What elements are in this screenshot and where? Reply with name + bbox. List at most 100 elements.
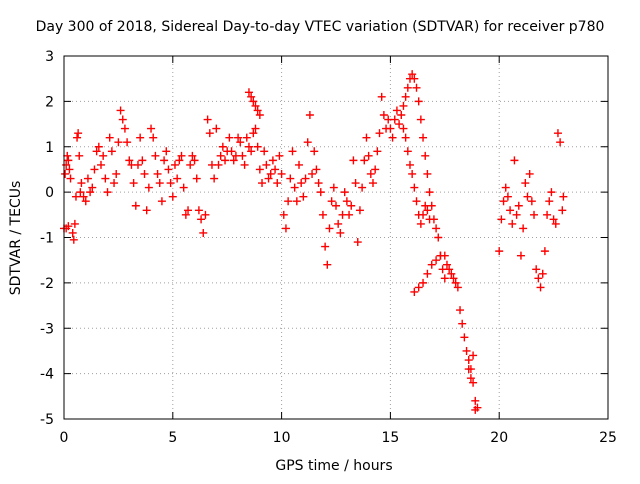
data-point: [64, 156, 73, 165]
data-point: [277, 169, 286, 178]
x-axis-label: GPS time / hours: [275, 458, 392, 474]
data-point: [96, 160, 105, 169]
data-point: [175, 156, 184, 165]
data-point: [162, 147, 171, 156]
data-point: [321, 242, 330, 251]
data-point: [501, 183, 510, 192]
data-point: [547, 188, 556, 197]
data-point: [421, 151, 430, 160]
data-point: [395, 120, 404, 129]
data-point: [403, 83, 412, 92]
data-point: [64, 222, 73, 231]
data-point: [253, 106, 262, 115]
data-point: [334, 219, 343, 228]
data-point: [281, 224, 290, 233]
data-point: [249, 97, 258, 106]
data-point: [519, 224, 528, 233]
data-point: [179, 183, 188, 192]
data-point: [295, 160, 304, 169]
data-point: [153, 169, 162, 178]
data-point: [449, 274, 458, 283]
data-point: [262, 160, 271, 169]
data-point: [456, 306, 465, 315]
data-point: [345, 210, 354, 219]
data-point: [125, 156, 134, 165]
data-point: [432, 256, 441, 265]
data-point: [138, 156, 147, 165]
data-point: [75, 151, 84, 160]
data-point: [69, 235, 78, 244]
data-point: [264, 174, 273, 183]
data-point: [164, 165, 173, 174]
data-point: [421, 201, 430, 210]
data-point: [532, 265, 541, 274]
data-point: [275, 151, 284, 160]
data-point: [318, 210, 327, 219]
data-point: [251, 124, 260, 133]
y-tick-label: 0: [45, 185, 54, 201]
data-point: [447, 269, 456, 278]
data-point: [553, 129, 562, 138]
data-point: [397, 110, 406, 119]
data-point: [434, 233, 443, 242]
data-point: [460, 333, 469, 342]
data-point: [534, 274, 543, 283]
data-point: [323, 260, 332, 269]
data-point: [288, 147, 297, 156]
data-point: [549, 215, 558, 224]
data-point: [266, 169, 275, 178]
data-point: [399, 101, 408, 110]
data-point: [516, 251, 525, 260]
y-tick-label: -5: [40, 412, 54, 428]
data-point: [255, 165, 264, 174]
data-point: [423, 269, 432, 278]
data-point: [247, 92, 256, 101]
data-point: [308, 169, 317, 178]
y-axis-label: SDTVAR / TECUs: [8, 181, 24, 296]
data-point: [442, 260, 451, 269]
data-point: [92, 147, 101, 156]
data-point: [312, 165, 321, 174]
data-point: [373, 147, 382, 156]
data-point: [105, 133, 114, 142]
data-point: [79, 192, 88, 201]
data-point: [112, 169, 121, 178]
data-point: [416, 115, 425, 124]
data-point: [157, 197, 166, 206]
data-point: [425, 215, 434, 224]
data-point: [340, 188, 349, 197]
y-tick-labels: 3 2 1 0 -1 -2 -3 -4 -5: [40, 49, 54, 428]
data-point: [168, 192, 177, 201]
data-point: [286, 174, 295, 183]
data-point: [290, 183, 299, 192]
data-point: [414, 97, 423, 106]
x-tick-label: 5: [168, 430, 177, 446]
data-point: [247, 147, 256, 156]
data-point: [388, 133, 397, 142]
x-tick-label: 0: [60, 430, 69, 446]
y-tick-label: -3: [40, 321, 54, 337]
data-point: [279, 210, 288, 219]
data-point: [342, 197, 351, 206]
x-tick-label: 10: [273, 430, 291, 446]
data-point: [74, 129, 83, 138]
data-point: [271, 165, 280, 174]
data-point: [160, 156, 169, 165]
data-point: [538, 269, 547, 278]
data-point: [249, 129, 258, 138]
y-tick-label: -1: [40, 231, 54, 247]
data-point: [166, 179, 175, 188]
data-point: [408, 70, 417, 79]
data-point: [142, 206, 151, 215]
data-point: [525, 169, 534, 178]
data-point: [412, 197, 421, 206]
data-point: [292, 197, 301, 206]
data-point: [499, 197, 508, 206]
data-point: [253, 142, 262, 151]
data-point: [194, 206, 203, 215]
data-point: [260, 147, 269, 156]
data-point: [192, 174, 201, 183]
x-tick-label: 15: [381, 430, 399, 446]
chart-title: Day 300 of 2018, Sidereal Day-to-day VTE…: [36, 19, 605, 35]
data-point: [136, 133, 145, 142]
